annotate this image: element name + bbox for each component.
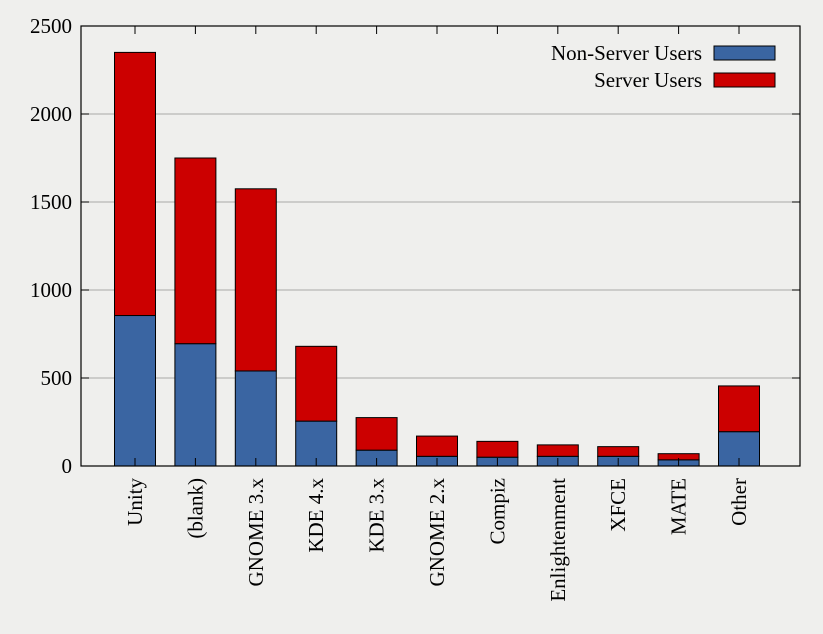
bar-segment-server xyxy=(295,345,338,422)
legend-label: Non-Server Users xyxy=(551,41,702,65)
legend-swatch xyxy=(713,45,776,61)
x-tick-label: GNOME 3.x xyxy=(244,478,268,587)
y-tick-label: 500 xyxy=(41,366,73,390)
x-tick-label: MATE xyxy=(667,478,691,535)
bar-segment-server xyxy=(476,440,519,458)
bar-segment-server xyxy=(597,446,640,457)
x-tick-label: Other xyxy=(727,478,751,526)
x-tick-label: GNOME 2.x xyxy=(425,478,449,587)
x-tick-label: (blank) xyxy=(183,478,207,539)
bar-segment-server xyxy=(174,157,217,345)
x-tick-label: KDE 3.x xyxy=(365,478,389,553)
bar-segment-non-server xyxy=(114,315,156,467)
bar-segment-server xyxy=(355,417,398,451)
y-tick-label: 0 xyxy=(62,454,73,478)
y-tick-label: 1000 xyxy=(30,278,72,302)
y-tick-label: 2500 xyxy=(30,14,72,38)
plot-frame xyxy=(80,25,801,467)
x-tick-label: Compiz xyxy=(485,478,509,545)
bar-segment-server xyxy=(114,51,156,317)
x-tick-label: XFCE xyxy=(606,478,630,532)
bar-segment-server xyxy=(718,385,760,433)
bar-segment-non-server xyxy=(174,343,217,467)
bar-segment-server xyxy=(536,444,579,457)
x-tick-label: Unity xyxy=(123,478,147,526)
x-tick-label: Enlightenment xyxy=(546,478,570,602)
bar-segment-server xyxy=(416,435,458,457)
x-tick-label: KDE 4.x xyxy=(304,478,328,553)
legend-label: Server Users xyxy=(594,68,702,92)
y-tick-label: 2000 xyxy=(30,102,72,126)
y-tick-label: 1500 xyxy=(30,190,72,214)
legend-swatch xyxy=(713,72,776,88)
bar-segment-non-server xyxy=(234,370,277,467)
bar-segment-server xyxy=(234,188,277,372)
